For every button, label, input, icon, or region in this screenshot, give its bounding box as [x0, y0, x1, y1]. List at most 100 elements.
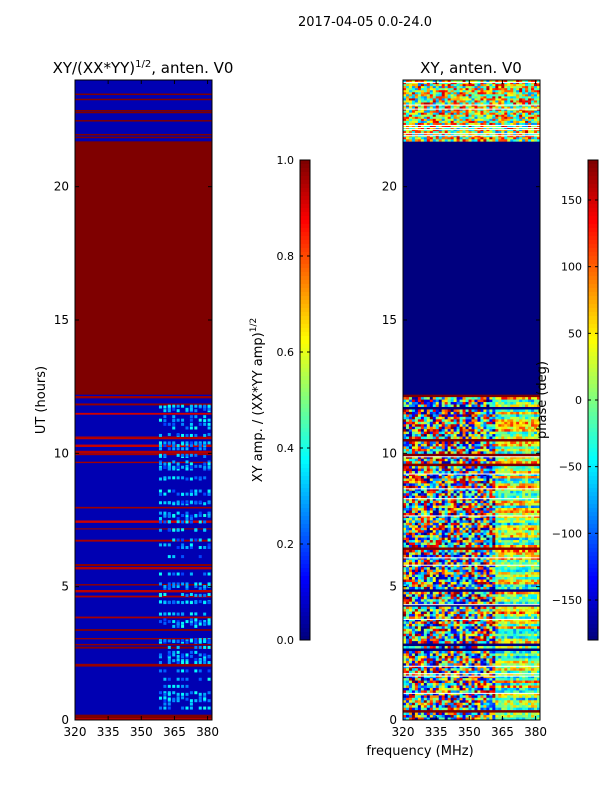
colorbar-segment — [300, 364, 310, 369]
colorbar-segment — [300, 212, 310, 217]
y-tick-label: 0 — [389, 713, 397, 727]
colorbar-segment — [300, 380, 310, 385]
colorbar-segment — [300, 460, 310, 465]
amplitude-axes: 320 335 350 365 380 0 5 10 15 20 — [54, 80, 219, 739]
colorbar-segment — [300, 260, 310, 265]
colorbar-segment — [300, 436, 310, 441]
colorbar-segment — [588, 444, 598, 449]
x-tick-label: 350 — [130, 725, 153, 739]
colorbar-segment — [300, 500, 310, 505]
y-tick-label: 10 — [382, 446, 397, 460]
colorbar-segment — [588, 416, 598, 421]
colorbar-tick-label: 1.0 — [277, 154, 295, 167]
colorbar-segment — [300, 308, 310, 313]
colorbar-segment — [588, 188, 598, 193]
colorbar-segment — [300, 420, 310, 425]
colorbar-segment — [300, 204, 310, 209]
colorbar-segment — [588, 268, 598, 273]
colorbar-segment — [588, 472, 598, 477]
colorbar-segment — [300, 508, 310, 513]
colorbar-segment — [300, 396, 310, 401]
colorbar-segment — [300, 560, 310, 565]
colorbar-segment — [588, 196, 598, 201]
colorbar-segment — [588, 536, 598, 541]
colorbar-segment — [300, 236, 310, 241]
colorbar-segment — [588, 212, 598, 217]
amplitude-colorbar-gradient — [300, 160, 310, 641]
colorbar-segment — [300, 548, 310, 553]
colorbar-segment — [300, 612, 310, 617]
colorbar-segment — [300, 372, 310, 377]
colorbar-segment — [588, 168, 598, 173]
colorbar-segment — [300, 456, 310, 461]
colorbar-segment — [300, 616, 310, 621]
colorbar-segment — [300, 252, 310, 257]
colorbar-segment — [300, 200, 310, 205]
colorbar-segment — [588, 252, 598, 257]
colorbar-segment — [300, 592, 310, 597]
colorbar-segment — [588, 296, 598, 301]
amplitude-colorbar-ticks: 0.0 0.2 0.4 0.6 0.8 1.0 — [277, 154, 310, 647]
colorbar-segment — [300, 424, 310, 429]
x-tick-label: 335 — [97, 725, 120, 739]
colorbar-segment — [300, 416, 310, 421]
colorbar-segment — [588, 452, 598, 457]
colorbar-segment — [588, 516, 598, 521]
colorbar-segment — [300, 480, 310, 485]
y-tick-label: 0 — [61, 713, 69, 727]
colorbar-segment — [300, 164, 310, 169]
colorbar-tick-label: 50 — [568, 327, 582, 340]
colorbar-tick-label: 0.0 — [277, 634, 295, 647]
colorbar-segment — [300, 472, 310, 477]
x-tick-label: 320 — [64, 725, 87, 739]
colorbar-segment — [588, 564, 598, 569]
colorbar-segment — [588, 484, 598, 489]
colorbar-segment — [588, 392, 598, 397]
colorbar-segment — [588, 356, 598, 361]
colorbar-segment — [588, 520, 598, 525]
colorbar-tick-label: 0.4 — [277, 442, 295, 455]
colorbar-segment — [300, 356, 310, 361]
colorbar-segment — [300, 412, 310, 417]
colorbar-segment — [588, 540, 598, 545]
colorbar-segment — [588, 292, 598, 297]
colorbar-segment — [588, 348, 598, 353]
colorbar-segment — [588, 380, 598, 385]
amplitude-chart: XY/(XX*YY)1/2, anten. V0 320 335 350 365 380… — [34, 59, 233, 739]
colorbar-segment — [588, 612, 598, 617]
colorbar-segment — [300, 628, 310, 633]
colorbar-segment — [588, 232, 598, 237]
colorbar-segment — [588, 420, 598, 425]
colorbar-segment — [588, 636, 598, 641]
colorbar-segment — [588, 588, 598, 593]
amplitude-colorbar-frame — [299, 159, 311, 641]
colorbar-segment — [300, 232, 310, 237]
phase-heatmap — [403, 80, 541, 721]
colorbar-segment — [300, 332, 310, 337]
colorbar-segment — [588, 192, 598, 197]
colorbar-segment — [588, 592, 598, 597]
y-tick-label: 20 — [382, 180, 397, 194]
colorbar-segment — [300, 620, 310, 625]
colorbar-segment — [300, 292, 310, 297]
colorbar-tick-label: 0.2 — [277, 538, 295, 551]
colorbar-segment — [588, 324, 598, 329]
x-tick-label: 335 — [425, 725, 448, 739]
colorbar-segment — [300, 220, 310, 225]
colorbar-segment — [588, 524, 598, 529]
colorbar-segment — [588, 624, 598, 629]
colorbar-segment — [300, 228, 310, 233]
colorbar-segment — [588, 532, 598, 537]
colorbar-segment — [300, 528, 310, 533]
colorbar-segment — [300, 608, 310, 613]
colorbar-tick-label: 0.8 — [277, 250, 295, 263]
colorbar-segment — [300, 516, 310, 521]
colorbar-segment — [588, 164, 598, 169]
colorbar-segment — [300, 552, 310, 557]
colorbar-segment — [300, 256, 310, 261]
x-tick-label: 320 — [392, 725, 415, 739]
colorbar-segment — [588, 408, 598, 413]
colorbar-segment — [300, 636, 310, 641]
colorbar-segment — [300, 352, 310, 357]
colorbar-segment — [588, 432, 598, 437]
